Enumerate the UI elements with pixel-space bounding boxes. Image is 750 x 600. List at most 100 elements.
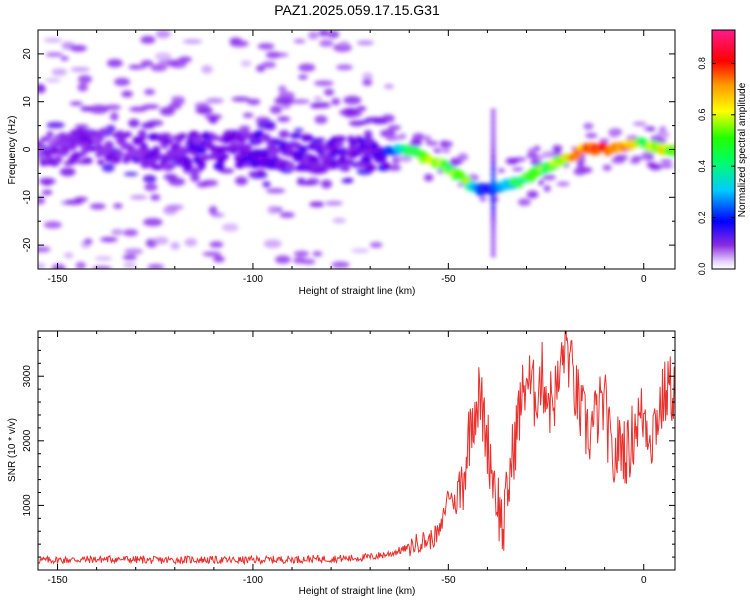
- heatmap-cell: [159, 106, 175, 116]
- heatmap-ridge-cell: [310, 156, 320, 165]
- heatmap-cell: [424, 135, 432, 143]
- heatmap-cell: [279, 211, 295, 218]
- colorbar-ticks: 0.0 0.2 0.4 0.6 0.8: [697, 57, 735, 275]
- heatmap-cell: [490, 113, 496, 120]
- heatmap-ridge-cell: [293, 155, 301, 162]
- heatmap-cell: [659, 126, 667, 133]
- heatmap-cell: [184, 238, 198, 247]
- heatmap-cell: [351, 248, 370, 253]
- heatmap-cell: [113, 203, 123, 209]
- colorbar: 0.0 0.2 0.4 0.6 0.8 Normalized spectral ampl…: [697, 29, 748, 275]
- heatmap-cell: [369, 242, 383, 248]
- heatmap-cell: [218, 168, 235, 174]
- snr-xtick-label: -100: [243, 575, 263, 586]
- heatmap-cell: [293, 250, 310, 257]
- heatmap-ridge-cell: [218, 145, 228, 153]
- heatmap-ridge-cell: [152, 145, 161, 153]
- heatmap-cell: [80, 106, 93, 112]
- heatmap-cell: [213, 255, 225, 263]
- heatmap-cell: [153, 236, 169, 245]
- heatmap-cell: [83, 238, 93, 245]
- heatmap-cell: [541, 150, 556, 158]
- heatmap-cell: [265, 137, 282, 146]
- heatmap-cell: [319, 39, 334, 48]
- heatmap-cell: [490, 125, 496, 132]
- spectrogram-ylabel: Frequency (Hz): [7, 116, 18, 185]
- heatmap-cell: [315, 137, 326, 143]
- snr-panel: -150 -100 -50 0 1000 2000 3000 Height of strai…: [7, 330, 676, 597]
- heatmap-cell: [583, 122, 594, 130]
- heatmap-cell: [38, 83, 45, 91]
- heatmap-cell: [362, 78, 373, 86]
- heatmap-cell: [256, 120, 276, 130]
- heatmap-cell: [129, 106, 148, 112]
- heatmap-cell: [526, 153, 540, 159]
- heatmap-cell: [497, 168, 505, 173]
- snr-xtick-label: 0: [641, 575, 647, 586]
- heatmap-cell: [221, 223, 239, 232]
- heatmap-cell: [380, 129, 396, 138]
- heatmap-cell: [490, 211, 496, 218]
- heatmap-cell: [490, 148, 496, 155]
- heatmap-cell: [629, 159, 641, 164]
- heatmap-cell: [129, 194, 148, 200]
- heatmap-cell: [599, 138, 610, 143]
- heatmap-cell: [201, 179, 219, 187]
- heatmap-ridge-cell: [221, 153, 230, 160]
- heatmap-cell: [94, 256, 113, 261]
- heatmap-cell: [248, 171, 259, 177]
- heatmap-ridge-cell: [285, 148, 294, 158]
- heatmap-cell: [490, 131, 496, 138]
- heatmap-cell: [170, 241, 180, 250]
- heatmap-ridge-cell: [162, 162, 174, 172]
- heatmap-cell: [526, 190, 539, 199]
- heatmap-cell: [333, 43, 352, 52]
- heatmap-ridge-cell: [370, 141, 379, 149]
- heatmap-ridge-cell: [360, 155, 372, 164]
- heatmap-cell: [43, 37, 63, 43]
- heatmap-ridge-cell: [183, 157, 192, 166]
- heatmap-cell: [60, 56, 69, 61]
- heatmap-cell: [363, 130, 373, 139]
- heatmap-ridge-cell: [253, 130, 265, 138]
- heatmap-cell: [614, 154, 629, 161]
- heatmap-ridge-cell: [174, 150, 185, 158]
- heatmap-cell: [75, 261, 87, 269]
- heatmap-cell: [235, 176, 248, 186]
- heatmap-cell: [398, 155, 413, 163]
- heatmap-cell: [371, 118, 388, 125]
- heatmap-cell: [43, 221, 62, 229]
- colorbar-label: Normalized spectral amplitude: [737, 82, 748, 217]
- heatmap-cell: [331, 261, 350, 269]
- heatmap-ridge-cell: [45, 154, 53, 160]
- snr-ylabel: SNR (10 * v/v): [7, 418, 18, 482]
- heatmap-ridge-cell: [152, 164, 164, 171]
- heatmap-cell: [59, 167, 76, 177]
- heatmap-cell: [632, 121, 647, 126]
- heatmap-cell: [169, 59, 187, 69]
- heatmap-cell: [265, 188, 286, 194]
- heatmap-cell: [490, 222, 496, 229]
- spectrogram-ytick-label: 10: [22, 96, 33, 108]
- heatmap-ridge-cell: [82, 157, 93, 164]
- spectrogram-xtick-label: -50: [441, 274, 456, 285]
- heatmap-ridge-cell: [234, 161, 245, 169]
- heatmap-cell: [92, 266, 112, 269]
- heatmap-cell: [45, 52, 64, 57]
- heatmap-ridge-cell: [132, 136, 142, 144]
- heatmap-cell: [490, 136, 496, 143]
- heatmap-cell: [202, 251, 222, 257]
- heatmap-cell: [641, 151, 650, 158]
- heatmap-ridge-cell: [364, 165, 377, 171]
- heatmap-cell: [388, 164, 401, 172]
- heatmap-cell: [69, 44, 87, 52]
- heatmap-cell: [114, 77, 131, 87]
- heatmap-ridge-cell: [285, 161, 295, 170]
- heatmap-cell: [88, 104, 109, 114]
- heatmap-cell: [106, 59, 123, 68]
- heatmap-cell: [490, 159, 496, 166]
- heatmap-cell: [309, 103, 321, 109]
- heatmap-cell: [659, 158, 673, 164]
